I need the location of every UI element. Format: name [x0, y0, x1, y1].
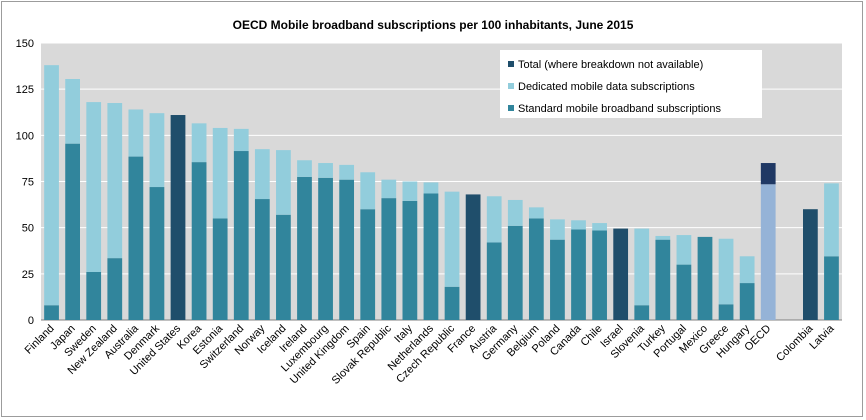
- bar-standard: [507, 225, 523, 320]
- bar-dedicated: [149, 113, 165, 188]
- bar-standard: [634, 305, 650, 320]
- bar-dedicated: [276, 150, 291, 215]
- bar-total: [613, 228, 629, 320]
- bar-standard: [402, 200, 418, 320]
- bar-dedicated: [444, 191, 460, 287]
- bar-standard: [423, 193, 439, 320]
- bar-dedicated: [676, 235, 692, 265]
- bar-dedicated: [634, 228, 650, 306]
- bar-standard: [65, 143, 80, 320]
- legend-label: Standard mobile broadband subscriptions: [518, 103, 722, 115]
- bar-standard: [697, 236, 713, 320]
- bar-total: [170, 115, 186, 321]
- bar-dedicated: [254, 149, 270, 200]
- x-tick-label: Latvia: [807, 322, 837, 352]
- bar-standard: [486, 242, 502, 320]
- bar-standard: [149, 187, 165, 320]
- legend-label: Total (where breakdown not available): [518, 59, 703, 71]
- bar-standard: [276, 214, 291, 320]
- bar-standard: [528, 218, 544, 320]
- chart-title: OECD Mobile broadband subscriptions per …: [232, 18, 634, 32]
- bar-dedicated: [718, 238, 734, 305]
- bar-standard: [128, 156, 144, 320]
- bar-standard: [739, 283, 755, 320]
- bar-dedicated: [402, 181, 418, 201]
- bar-dedicated: [486, 196, 502, 243]
- bar-standard: [360, 209, 376, 320]
- bar-dedicated: [44, 65, 59, 306]
- y-tick-label: 125: [16, 84, 34, 96]
- y-tick-label: 25: [22, 269, 34, 281]
- y-tick-label: 150: [16, 38, 34, 50]
- bar-dedicated: [212, 127, 228, 219]
- bar-dedicated: [550, 219, 565, 240]
- bar-dedicated: [592, 223, 607, 231]
- bar-dedicated: [528, 207, 544, 219]
- bar-standard: [760, 184, 776, 320]
- bar-dedicated: [86, 102, 102, 272]
- bar-total: [465, 194, 481, 320]
- y-tick-label: 100: [16, 130, 34, 142]
- y-tick-label: 0: [28, 315, 34, 327]
- bar-standard: [233, 151, 249, 320]
- y-tick-label: 75: [22, 177, 34, 189]
- bar-dedicated: [824, 183, 839, 257]
- bar-standard: [254, 199, 270, 320]
- y-tick-label: 50: [22, 223, 34, 235]
- bar-standard: [107, 258, 123, 320]
- bar-dedicated: [191, 123, 207, 163]
- bar-dedicated: [655, 235, 671, 240]
- bar-dedicated: [297, 160, 312, 177]
- bar-standard: [676, 264, 692, 320]
- legend-box: [500, 50, 762, 118]
- legend-swatch: [508, 83, 514, 89]
- bar-standard: [592, 230, 607, 320]
- bar-standard: [44, 305, 59, 320]
- bar-standard: [444, 286, 460, 320]
- bar-standard: [212, 218, 228, 320]
- bar-standard: [571, 229, 586, 320]
- bar-dedicated: [381, 179, 397, 199]
- bar-total: [803, 209, 818, 320]
- bar-dedicated: [233, 128, 249, 152]
- bar-standard: [339, 179, 355, 320]
- bar-dedicated: [423, 182, 439, 194]
- bar-standard: [718, 304, 734, 320]
- legend-label: Dedicated mobile data subscriptions: [518, 81, 695, 93]
- bar-standard: [191, 162, 207, 320]
- bar-standard: [655, 239, 671, 320]
- bar-standard: [550, 239, 565, 320]
- bar-standard: [297, 176, 312, 320]
- bar-total: [760, 163, 776, 185]
- legend-swatch: [508, 105, 514, 111]
- bar-dedicated: [65, 79, 80, 144]
- bar-dedicated: [507, 199, 523, 226]
- bar-dedicated: [318, 163, 333, 178]
- bar-dedicated: [571, 220, 586, 230]
- bar-standard: [86, 271, 102, 320]
- bar-dedicated: [128, 109, 144, 157]
- bar-dedicated: [339, 164, 355, 180]
- bar-standard: [824, 256, 839, 320]
- bar-dedicated: [739, 256, 755, 284]
- bar-dedicated: [360, 172, 376, 210]
- bar-standard: [381, 198, 397, 320]
- legend-swatch: [508, 61, 514, 67]
- bar-dedicated: [107, 103, 123, 259]
- bar-standard: [318, 177, 333, 320]
